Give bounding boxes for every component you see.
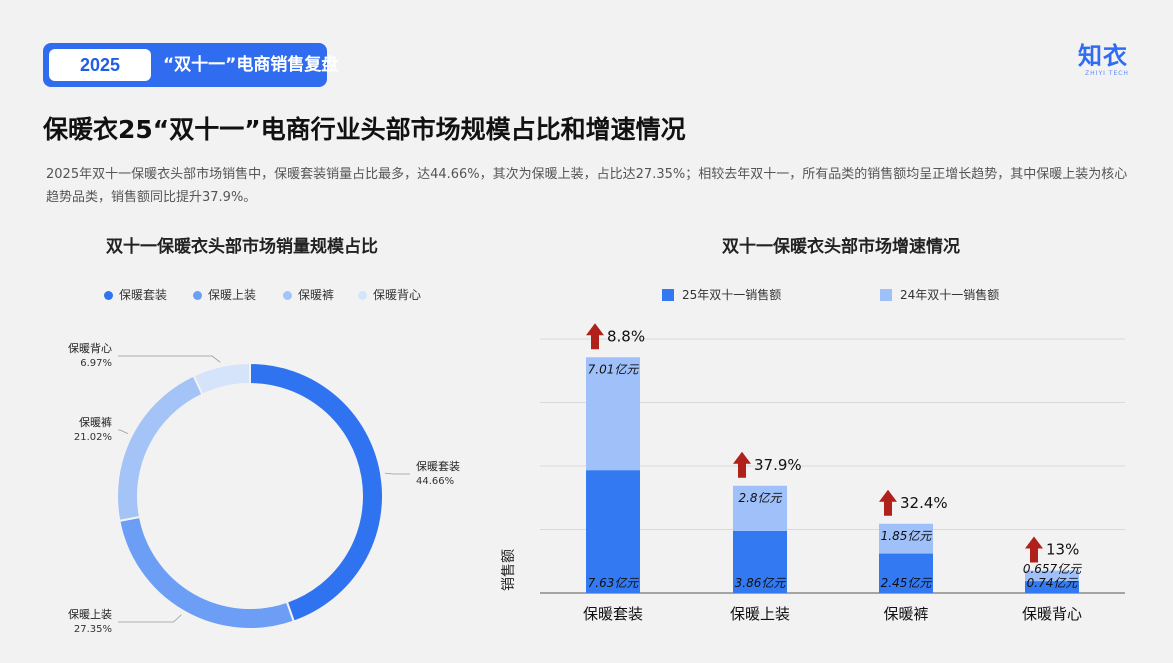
growth-arrow-icon — [879, 489, 897, 516]
report-tag: 2025 “双十一”电商销售复盘 — [43, 43, 338, 87]
pie-legend-item: 保暖套装 — [104, 286, 167, 303]
bar-24-label: 7.01亿元 — [588, 362, 640, 376]
pie-legend-item: 保暖上装 — [193, 286, 256, 303]
growth-arrow-icon — [586, 323, 604, 350]
growth-label: 32.4% — [900, 494, 948, 512]
pie-slice — [118, 515, 296, 630]
pie-slice-value: 21.02% — [74, 432, 112, 443]
logo-subtext: ZHIYI TECH — [1085, 70, 1129, 77]
pie-slice-label: 保暖套装 — [416, 459, 460, 473]
bar-25-label: 2.45亿元 — [881, 576, 933, 590]
growth-arrow-icon — [1025, 536, 1043, 563]
legend-label: 保暖上装 — [208, 288, 257, 302]
legend-swatch — [880, 289, 892, 301]
pie-slice-label: 保暖上装 — [68, 607, 112, 621]
bar-24-label: 0.657亿元 — [1023, 562, 1082, 576]
legend-swatch — [662, 289, 674, 301]
bar-24-label: 2.8亿元 — [738, 491, 782, 505]
legend-label: 保暖裤 — [298, 288, 335, 302]
year-badge: 2025 — [49, 49, 151, 81]
growth-label: 8.8% — [607, 327, 645, 345]
bar-legend-item: 24年双十一销售额 — [880, 286, 999, 303]
pie-leader-line — [118, 614, 182, 623]
pie-slice-value: 27.35% — [74, 624, 112, 635]
bar-25 — [1025, 581, 1079, 593]
page-description: 2025年双十一保暖衣头部市场销售中，保暖套装销量占比最多，达44.66%，其次… — [46, 167, 1128, 205]
pie-chart: 保暖套装 44.66% 保暖上装 27.35% 保暖裤 21.02% 保暖背心 6.97% — [68, 341, 460, 635]
bar-25 — [879, 553, 933, 593]
legend-label: 保暖套装 — [119, 288, 168, 302]
y-axis-label: 销售额 — [501, 549, 517, 591]
brand-logo: 知衣 ZHIYI TECH — [1078, 42, 1136, 82]
bar-25-label: 3.86亿元 — [735, 576, 787, 590]
page-title: 保暖衣25“双十一”电商行业头部市场规模占比和增速情况 — [43, 115, 686, 144]
legend-swatch — [193, 291, 202, 300]
bar-25-label: 7.63亿元 — [588, 576, 640, 590]
bar-legend-item: 25年双十一销售额 — [662, 286, 781, 303]
growth-label: 37.9% — [754, 456, 802, 474]
bar-25 — [733, 530, 787, 593]
growth-label: 13% — [1046, 541, 1079, 559]
bar-24 — [586, 357, 640, 471]
pie-slice-label: 保暖裤 — [79, 415, 112, 429]
bar-24 — [733, 485, 787, 531]
pie-legend-item: 保暖裤 — [283, 286, 334, 303]
logo-text: 知衣 — [1078, 42, 1128, 70]
legend-swatch — [358, 291, 367, 300]
report-tag-title: “双十一”电商销售复盘 — [163, 55, 339, 75]
x-tick-label: 保暖套装 — [583, 605, 643, 623]
pie-slice — [116, 374, 204, 523]
pie-slice-value: 44.66% — [416, 476, 454, 487]
bar-24 — [879, 523, 933, 554]
bar-24 — [1025, 570, 1079, 582]
growth-arrow-icon — [733, 451, 751, 478]
pie-leader-line — [118, 429, 129, 435]
bar-24-label: 1.85亿元 — [881, 529, 933, 543]
pie-slice-value: 6.97% — [80, 358, 112, 369]
pie-leader-line — [118, 355, 221, 363]
legend-swatch — [104, 291, 113, 300]
bar-chart-title: 双十一保暖衣头部市场增速情况 — [722, 237, 960, 257]
pie-chart-title: 双十一保暖衣头部市场销量规模占比 — [106, 237, 378, 257]
pie-leader-line — [385, 472, 410, 475]
pie-slice-label: 保暖背心 — [68, 341, 112, 355]
legend-label: 25年双十一销售额 — [682, 288, 782, 302]
x-tick-label: 保暖裤 — [883, 605, 928, 623]
pie-slice — [249, 361, 384, 623]
bar-25-label: 0.74亿元 — [1027, 576, 1079, 590]
x-tick-label: 保暖上装 — [730, 605, 790, 623]
pie-legend-item: 保暖背心 — [358, 286, 421, 303]
x-tick-label: 保暖背心 — [1022, 605, 1082, 623]
legend-swatch — [283, 291, 292, 300]
legend-label: 24年双十一销售额 — [900, 288, 1000, 302]
pie-slice — [192, 361, 251, 396]
legend-label: 保暖背心 — [373, 288, 422, 302]
bar-25 — [586, 470, 640, 593]
bar-chart: 销售额 7.63亿元 7.01亿元 8.8% 保暖套装 3.86亿元 2.8亿元 37.9% 保… — [501, 323, 1125, 623]
